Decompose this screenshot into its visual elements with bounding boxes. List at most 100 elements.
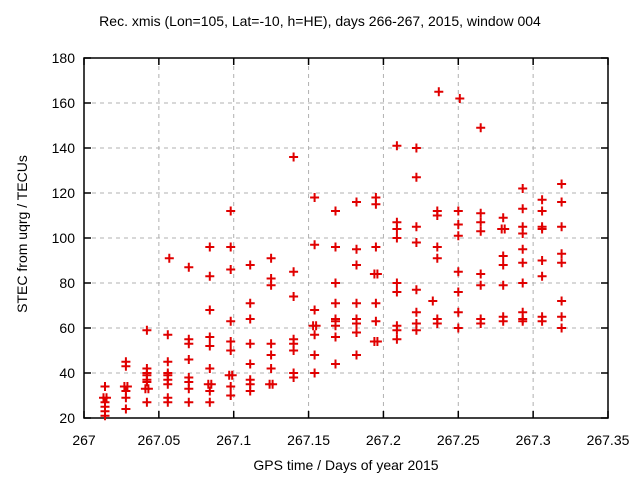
data-point-marker (392, 224, 402, 234)
data-point-marker (537, 195, 547, 205)
x-tick-label: 267.05 (137, 432, 180, 448)
y-tick-label: 160 (52, 95, 76, 111)
data-point-marker (100, 411, 110, 421)
y-axis-label: STEC from uqrg / TECUs (14, 155, 30, 313)
data-point-marker (289, 292, 299, 301)
data-point-marker (392, 278, 402, 288)
data-point-marker (122, 382, 132, 391)
data-point-marker (100, 382, 110, 391)
data-point-marker (266, 364, 276, 373)
data-point-marker (498, 280, 508, 290)
data-point-marker (205, 332, 215, 342)
data-point-marker (226, 242, 236, 252)
data-point-marker (205, 341, 215, 351)
data-point-marker (184, 339, 194, 349)
y-tick-label: 180 (52, 50, 76, 66)
data-point-marker (411, 285, 421, 295)
data-point-marker (453, 287, 463, 297)
data-point-marker (392, 287, 402, 297)
data-point-marker (453, 206, 463, 216)
data-point-marker (121, 404, 131, 414)
data-point-marker (453, 220, 463, 229)
data-point-marker (432, 211, 442, 220)
x-tick-label: 267.3 (516, 432, 551, 448)
data-point-marker (518, 316, 528, 326)
data-point-marker (371, 199, 381, 209)
data-point-marker (557, 179, 567, 189)
data-point-marker (352, 350, 361, 360)
data-point-marker (245, 339, 255, 349)
data-point-marker (476, 280, 486, 290)
data-point-marker (537, 224, 547, 234)
data-point-marker (205, 271, 215, 281)
data-point-marker (518, 184, 528, 193)
data-point-marker (206, 379, 216, 389)
data-point-marker (500, 224, 510, 234)
data-point-marker (310, 240, 320, 250)
data-point-marker (476, 217, 486, 227)
data-point-marker (476, 226, 486, 236)
data-point-marker (518, 229, 528, 238)
data-point-marker (121, 393, 131, 403)
data-point-marker (142, 377, 152, 387)
data-point-marker (428, 296, 438, 306)
data-point-marker (432, 242, 442, 252)
data-point-marker (476, 319, 486, 328)
data-point-marker (331, 359, 340, 369)
data-point-marker (498, 213, 508, 223)
data-point-marker (537, 316, 547, 326)
data-point-marker (372, 337, 382, 346)
data-point-marker (557, 222, 567, 232)
data-point-marker (476, 269, 486, 279)
y-tick-label: 140 (52, 140, 76, 156)
data-point-marker (310, 350, 320, 360)
data-point-marker (311, 321, 321, 331)
y-tick-label: 20 (59, 410, 75, 426)
data-point-marker (226, 206, 236, 216)
x-tick-label: 267.1 (216, 432, 251, 448)
data-point-marker (453, 267, 463, 277)
data-point-marker (102, 393, 111, 403)
data-point-marker (518, 244, 528, 254)
data-point-marker (205, 305, 215, 315)
data-point-marker (352, 260, 361, 270)
data-point-marker (245, 359, 255, 369)
data-point-marker (289, 152, 299, 162)
data-point-marker (371, 298, 381, 308)
data-point-marker (476, 208, 486, 218)
data-point-marker (226, 265, 236, 274)
data-point-marker (557, 296, 567, 306)
data-point-marker (310, 368, 320, 378)
x-tick-label: 267 (72, 432, 96, 448)
data-point-marker (245, 386, 255, 396)
data-point-marker (411, 307, 421, 317)
data-point-marker (453, 231, 463, 241)
data-point-marker (518, 278, 528, 288)
data-point-marker (518, 204, 528, 214)
data-point-marker (164, 253, 174, 263)
data-point-marker (411, 143, 421, 153)
data-point-marker (226, 337, 236, 346)
data-point-marker (557, 323, 567, 333)
plot-border (83, 57, 609, 419)
data-point-marker (557, 197, 567, 207)
data-point-marker (266, 280, 276, 290)
data-point-marker (331, 298, 340, 308)
data-point-marker (411, 222, 421, 232)
data-point-marker (310, 305, 320, 315)
data-point-marker (432, 319, 442, 328)
y-tick-label: 40 (59, 365, 75, 381)
data-point-marker (453, 307, 463, 317)
data-point-marker (453, 323, 463, 333)
data-point-marker (352, 298, 361, 308)
data-point-marker (371, 316, 381, 326)
data-point-marker (498, 260, 508, 270)
data-point-marker (245, 314, 255, 324)
data-point-marker (557, 249, 567, 259)
data-point-marker (184, 397, 194, 407)
data-point-marker (537, 271, 547, 281)
data-point-marker (226, 316, 236, 326)
data-point-marker (227, 370, 237, 380)
data-point-marker (352, 328, 361, 337)
data-point-marker (226, 346, 236, 355)
